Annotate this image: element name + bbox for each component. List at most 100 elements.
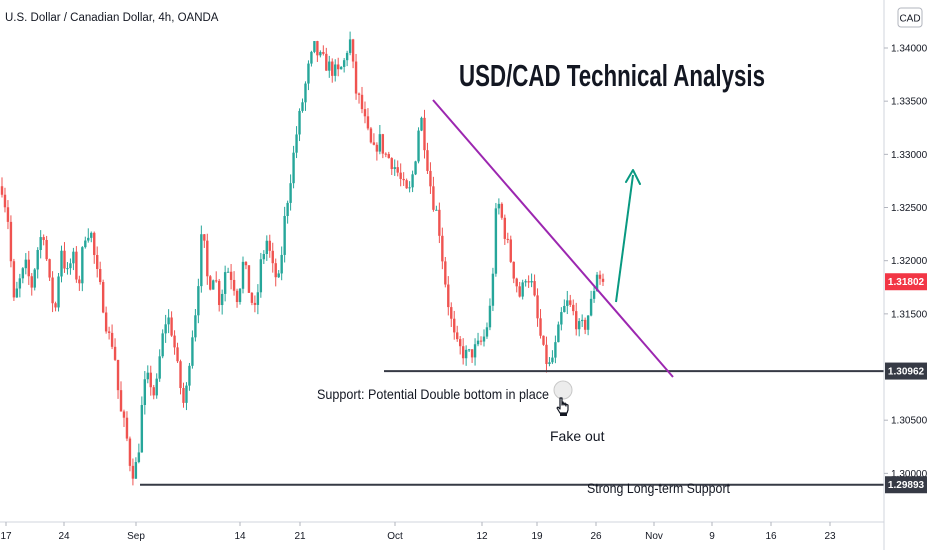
candle-body	[96, 254, 99, 269]
candle-body	[250, 292, 254, 303]
candle-body	[217, 280, 221, 306]
x-tick-label: 16	[765, 531, 777, 542]
level-tag-long-term-label: 1.29893	[888, 480, 925, 491]
candle-body	[215, 280, 218, 282]
candle-body	[444, 261, 447, 285]
x-tick-label: 23	[824, 531, 836, 542]
candle-body	[9, 221, 13, 262]
candle-body	[197, 286, 200, 316]
candle-body	[170, 317, 173, 336]
last-price-label: 1.31802	[888, 277, 925, 288]
candle-body	[203, 234, 206, 241]
candle-body	[458, 339, 462, 347]
candle-body	[589, 298, 593, 316]
candle-body	[351, 39, 355, 62]
candle-body	[283, 215, 286, 255]
candle-body	[467, 349, 471, 351]
currency-badge-label: CAD	[899, 14, 920, 25]
candle-body	[339, 66, 343, 70]
downtrend-line[interactable]	[432, 99, 674, 378]
candle-body	[152, 387, 155, 396]
candle-body	[161, 333, 164, 357]
candle-body	[527, 281, 530, 283]
fake-out-circle	[553, 380, 573, 400]
candle-body	[72, 251, 75, 264]
candle-body	[229, 271, 233, 280]
candle-body	[295, 134, 298, 153]
candle-body	[63, 250, 66, 269]
candle-body	[518, 286, 521, 297]
price-scale[interactable]: 1.34000 1.33500 1.33000 1.32500 1.32000 1.315…	[883, 0, 928, 550]
candle-body	[149, 372, 152, 388]
x-tick-label: 9	[709, 531, 715, 542]
chart-title: USD/CAD Technical Analysis	[459, 58, 765, 93]
candle-body	[27, 259, 30, 277]
currency-badge[interactable]: CAD	[897, 7, 923, 28]
candle-body	[539, 318, 542, 336]
candle-body	[223, 272, 227, 294]
candle-body	[57, 276, 60, 308]
candle-body	[447, 284, 450, 308]
candle-body	[375, 144, 379, 152]
candle-body	[316, 41, 319, 56]
candle-body	[66, 268, 69, 270]
candle-body	[592, 291, 596, 299]
candle-body	[494, 208, 498, 274]
candle-body	[337, 64, 340, 70]
candle-body	[325, 53, 328, 71]
candle-body	[155, 378, 158, 396]
candle-body	[185, 385, 188, 403]
candle-body	[33, 269, 36, 288]
candle-body	[503, 217, 507, 239]
symbol-label: U.S. Dollar / Canadian Dollar, 4h, OANDA	[5, 12, 219, 24]
time-scale[interactable]: 17 24 Sep 14 21 Oct 12 19 26 Nov 9 16 23	[0, 521, 884, 542]
candle-body	[533, 281, 536, 296]
candle-body	[569, 300, 572, 305]
candle-body	[39, 237, 42, 251]
candle-body	[476, 340, 480, 345]
candle-body	[577, 321, 581, 330]
candle-body	[69, 263, 72, 269]
candle-body	[134, 462, 138, 479]
candle-body	[93, 232, 96, 255]
candle-body	[232, 279, 236, 291]
candle-body	[60, 250, 63, 277]
candle-body	[372, 142, 376, 145]
x-tick-label: 17	[0, 531, 12, 542]
candle-body	[450, 307, 453, 319]
candle-body	[461, 346, 465, 359]
candle-body	[456, 332, 459, 340]
candle-body	[390, 158, 393, 169]
candle-body	[366, 116, 370, 129]
candle-body	[473, 344, 477, 358]
fake-out-annotation: Fake out	[550, 428, 605, 444]
candle-body	[500, 203, 504, 218]
candle-body	[512, 261, 515, 279]
candle-body	[301, 102, 304, 111]
candle-body	[226, 271, 230, 273]
candle-body	[554, 342, 557, 358]
candle-body	[491, 273, 495, 306]
candle-body	[438, 209, 441, 236]
candle-body	[348, 39, 352, 53]
candle-body	[271, 250, 274, 264]
level-tag-support-label: 1.30962	[888, 367, 925, 378]
candle-body	[3, 194, 7, 208]
candle-body	[322, 52, 325, 54]
candle-body	[206, 240, 209, 277]
y-tick-label: 1.34000	[891, 44, 928, 55]
candle-body	[101, 282, 105, 313]
candle-body	[220, 293, 224, 306]
candle-body	[411, 174, 414, 188]
candle-body	[167, 317, 170, 325]
candle-body	[24, 259, 28, 269]
candle-body	[542, 335, 545, 345]
candle-body	[524, 281, 527, 283]
candle-body	[393, 167, 396, 169]
candle-body	[551, 357, 554, 363]
level-tag-support: 1.30962	[885, 362, 927, 380]
candle-body	[212, 280, 215, 290]
candle-body	[75, 251, 78, 280]
